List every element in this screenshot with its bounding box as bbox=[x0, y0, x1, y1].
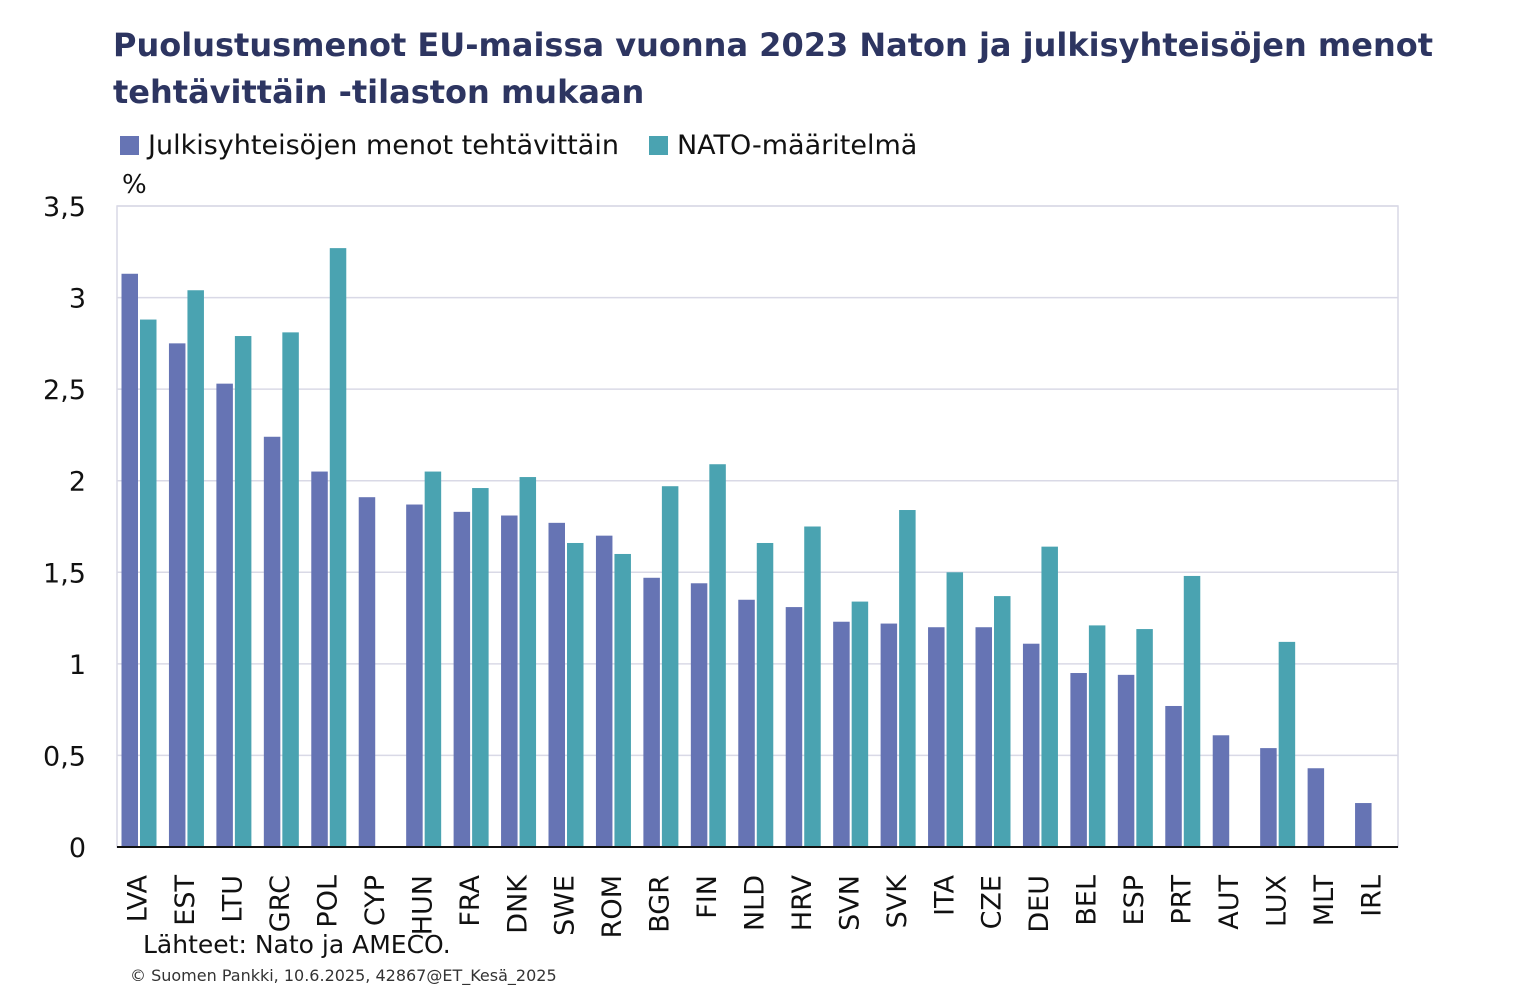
y-tick-label: 2 bbox=[69, 467, 86, 498]
y-tick-label: 1 bbox=[69, 650, 86, 681]
bar-julkisyhteisot-cyp bbox=[358, 497, 376, 847]
x-tick-label: SVN bbox=[834, 875, 865, 931]
legend-label-series1: Julkisyhteisöjen menot tehtävittäin bbox=[148, 129, 619, 161]
x-tick-label: SVK bbox=[882, 874, 913, 929]
x-tick-label: LTU bbox=[218, 875, 249, 923]
x-tick-label: FIN bbox=[692, 875, 723, 919]
bar-nato-est bbox=[187, 290, 204, 847]
bar-julkisyhteisot-grc bbox=[263, 436, 281, 847]
y-tick-label: 3 bbox=[69, 284, 86, 315]
bar-julkisyhteisot-aut bbox=[1212, 735, 1230, 847]
x-tick-label: POL bbox=[313, 875, 344, 928]
bar-julkisyhteisot-cze bbox=[975, 627, 992, 847]
chart-title: Puolustusmenot EU-maissa vuonna 2023 Nat… bbox=[113, 26, 1434, 111]
y-tick-label: 1,5 bbox=[43, 558, 86, 589]
copyright-note: © Suomen Pankki, 10.6.2025, 42867@ET_Kes… bbox=[130, 966, 557, 985]
bar-julkisyhteisot-rom bbox=[595, 535, 613, 847]
legend-swatch-series2 bbox=[648, 135, 668, 155]
y-tick-label: 3,5 bbox=[43, 192, 86, 223]
bar-nato-svk bbox=[899, 510, 916, 847]
bar-julkisyhteisot-deu bbox=[1022, 643, 1040, 847]
bar-julkisyhteisot-swe bbox=[548, 522, 565, 847]
bar-nato-rom bbox=[614, 553, 631, 847]
bar-nato-swe bbox=[567, 542, 584, 847]
x-tick-label: MLT bbox=[1309, 875, 1340, 927]
bar-nato-dnk bbox=[519, 477, 537, 847]
bar-nato-pol bbox=[329, 248, 347, 847]
bar-nato-ltu bbox=[234, 336, 252, 847]
bar-julkisyhteisot-lva bbox=[121, 273, 138, 848]
legend-item-series2: NATO-määritelmä bbox=[648, 129, 918, 161]
bar-julkisyhteisot-svk bbox=[880, 623, 898, 847]
bar-julkisyhteisot-ita bbox=[928, 627, 945, 847]
legend: Julkisyhteisöjen menot tehtävittäin NATO… bbox=[120, 128, 947, 162]
legend-swatch-series1 bbox=[120, 135, 139, 155]
x-tick-label: LVA bbox=[123, 874, 154, 922]
bar-julkisyhteisot-svn bbox=[833, 621, 850, 847]
bar-julkisyhteisot-nld bbox=[738, 599, 755, 847]
legend-label-series2: NATO-määritelmä bbox=[676, 129, 918, 161]
x-tick-label: FRA bbox=[455, 874, 486, 926]
x-tick-label: HRV bbox=[787, 874, 818, 931]
bar-nato-grc bbox=[282, 332, 299, 848]
x-tick-label: LUX bbox=[1261, 875, 1292, 927]
legend-item-series1: Julkisyhteisöjen menot tehtävittäin bbox=[120, 130, 619, 161]
x-tick-label: BGR bbox=[645, 875, 676, 933]
bar-nato-lva bbox=[140, 319, 157, 847]
bar-nato-esp bbox=[1136, 629, 1153, 847]
x-tick-label: GRC bbox=[265, 875, 296, 932]
bar-nato-bel bbox=[1088, 625, 1106, 847]
bar-nato-lux bbox=[1278, 641, 1296, 847]
bar-julkisyhteisot-esp bbox=[1117, 674, 1135, 847]
y-tick-label: 0 bbox=[69, 833, 86, 864]
bar-julkisyhteisot-bel bbox=[1070, 673, 1087, 847]
bar-julkisyhteisot-bgr bbox=[643, 577, 660, 847]
bar-julkisyhteisot-mlt bbox=[1307, 768, 1325, 847]
y-tick-label: 0,5 bbox=[43, 741, 86, 772]
bar-nato-ita bbox=[946, 572, 964, 847]
bar-julkisyhteisot-lux bbox=[1260, 748, 1277, 847]
source-note: Lähteet: Nato ja AMECO. bbox=[143, 930, 451, 959]
x-tick-label: ROM bbox=[597, 875, 628, 938]
x-tick-label: EST bbox=[170, 875, 201, 926]
bar-julkisyhteisot-dnk bbox=[501, 515, 518, 847]
bar-julkisyhteisot-hrv bbox=[785, 607, 803, 847]
y-tick-label: 2,5 bbox=[43, 375, 86, 406]
bar-julkisyhteisot-fin bbox=[690, 583, 708, 847]
x-tick-label: ESP bbox=[1119, 875, 1150, 925]
bar-julkisyhteisot-hun bbox=[406, 504, 423, 847]
bar-julkisyhteisot-ltu bbox=[216, 383, 233, 847]
x-tick-label: ITA bbox=[929, 874, 960, 915]
bar-nato-fin bbox=[709, 464, 726, 847]
bar-nato-hrv bbox=[804, 526, 821, 847]
x-tick-label: NLD bbox=[740, 875, 771, 931]
x-tick-label: BEL bbox=[1072, 875, 1103, 926]
x-tick-label: CZE bbox=[977, 875, 1008, 929]
bar-nato-hun bbox=[424, 471, 442, 847]
x-tick-label: IRL bbox=[1356, 875, 1387, 917]
bar-julkisyhteisot-irl bbox=[1355, 803, 1372, 847]
bar-julkisyhteisot-prt bbox=[1165, 705, 1182, 847]
bar-julkisyhteisot-est bbox=[168, 343, 186, 847]
bar-nato-deu bbox=[1041, 546, 1058, 847]
bar-julkisyhteisot-pol bbox=[311, 471, 328, 847]
bar-nato-prt bbox=[1183, 575, 1201, 847]
bar-nato-svn bbox=[851, 601, 869, 847]
bar-nato-bgr bbox=[661, 486, 679, 847]
x-tick-label: AUT bbox=[1214, 875, 1245, 930]
x-tick-label: DEU bbox=[1024, 875, 1055, 933]
x-tick-label: SWE bbox=[550, 875, 581, 936]
bar-nato-nld bbox=[756, 542, 774, 847]
bar-nato-fra bbox=[472, 488, 489, 847]
bar-nato-cze bbox=[994, 596, 1011, 847]
x-tick-label: PRT bbox=[1167, 875, 1198, 925]
bar-julkisyhteisot-fra bbox=[453, 511, 471, 847]
y-unit-label: % bbox=[122, 170, 147, 200]
x-tick-label: CYP bbox=[360, 875, 391, 926]
x-tick-label: DNK bbox=[502, 874, 533, 934]
x-tick-label: HUN bbox=[407, 875, 438, 935]
